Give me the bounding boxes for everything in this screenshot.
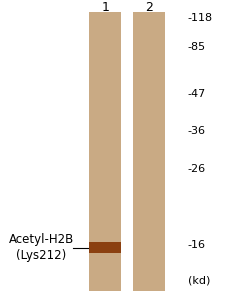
Text: 2: 2 [145,1,153,14]
Bar [89,242,121,253]
Text: -85: -85 [188,41,206,52]
Text: (kd): (kd) [188,275,210,286]
Text: -36: -36 [188,125,206,136]
Text: (Lys212): (Lys212) [16,248,66,262]
Bar [89,12,121,291]
Text: 1: 1 [101,1,109,14]
Bar [133,12,165,291]
Text: Acetyl-H2B: Acetyl-H2B [9,233,74,247]
Text: -26: -26 [188,164,206,175]
Text: -16: -16 [188,239,206,250]
Text: -47: -47 [188,89,206,100]
Text: -118: -118 [188,13,213,23]
